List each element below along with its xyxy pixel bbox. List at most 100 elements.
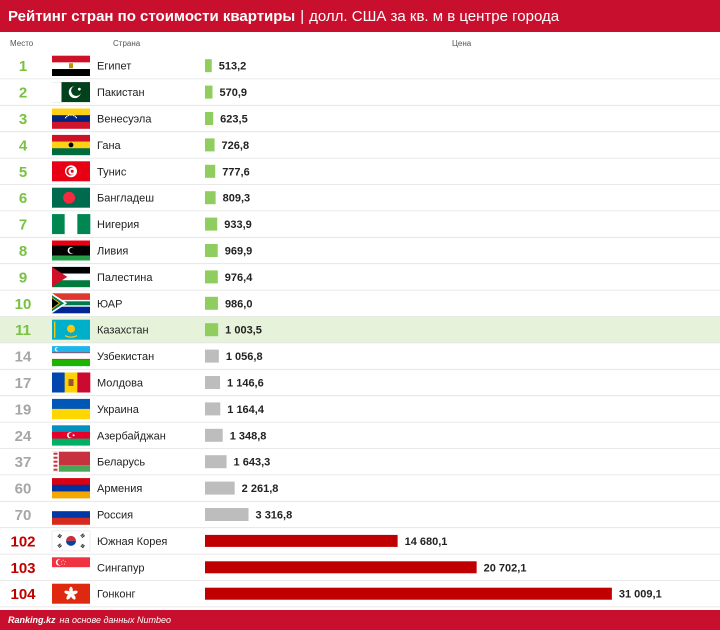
value-label: 1 056,8 bbox=[226, 351, 263, 363]
venezuela-flag bbox=[52, 108, 90, 129]
column-header-price: Цена bbox=[452, 39, 472, 48]
column-header-country: Страна bbox=[113, 39, 141, 48]
country-label: Молдова bbox=[97, 378, 144, 390]
country-label: Египет bbox=[97, 61, 131, 73]
rank-label: 37 bbox=[15, 454, 32, 471]
rank-label: 17 bbox=[15, 375, 32, 392]
value-label: 623,5 bbox=[220, 114, 248, 126]
footer-brand: Ranking.kz bbox=[8, 615, 56, 625]
country-label: Беларусь bbox=[97, 457, 145, 469]
rank-label: 8 bbox=[19, 243, 27, 260]
country-label: ЮАР bbox=[97, 298, 122, 310]
rank-label: 24 bbox=[15, 428, 32, 445]
value-label: 777,6 bbox=[222, 166, 250, 178]
country-label: Тунис bbox=[97, 166, 127, 178]
value-label: 969,9 bbox=[225, 246, 253, 258]
table-row: 10 ЮАР 986,0 bbox=[0, 289, 720, 314]
value-label: 3 316,8 bbox=[256, 510, 293, 522]
chart-footer: Ranking.kz на основе данных Numbeo bbox=[0, 610, 720, 630]
libya-flag bbox=[52, 240, 90, 261]
title-separator: | bbox=[300, 7, 305, 25]
uzbekistan-flag bbox=[52, 346, 90, 367]
country-label: Палестина bbox=[97, 272, 153, 284]
table-row: 102 Южная Корея 14 680,1 bbox=[0, 527, 720, 552]
bar bbox=[205, 455, 227, 469]
pakistan-flag bbox=[52, 82, 90, 103]
table-row: 3 Венесуэла 623,5 bbox=[0, 104, 720, 129]
table-row: 104 Гонконг 31 009,1 bbox=[0, 580, 720, 604]
value-label: 570,9 bbox=[219, 87, 247, 99]
country-label: Казахстан bbox=[97, 325, 149, 337]
value-label: 20 702,1 bbox=[484, 562, 527, 574]
rank-label: 4 bbox=[19, 137, 28, 154]
table-row: 5 Тунис 777,6 bbox=[0, 157, 720, 182]
country-label: Россия bbox=[97, 510, 133, 522]
belarus-flag bbox=[52, 451, 90, 472]
country-label: Азербайджан bbox=[97, 430, 166, 442]
rank-label: 14 bbox=[15, 349, 32, 366]
value-label: 726,8 bbox=[222, 140, 250, 152]
rank-label: 104 bbox=[10, 586, 36, 603]
rank-label: 19 bbox=[15, 401, 32, 418]
bar bbox=[205, 481, 235, 495]
rank-label: 102 bbox=[10, 533, 35, 550]
kazakhstan-flag bbox=[52, 319, 90, 340]
table-row: 60 Армения 2 261,8 bbox=[0, 474, 720, 499]
bangladesh-flag bbox=[52, 187, 90, 208]
rank-label: 10 bbox=[15, 296, 32, 313]
ukraine-flag bbox=[52, 398, 90, 420]
bar bbox=[205, 112, 214, 125]
country-label: Бангладеш bbox=[97, 193, 154, 205]
value-label: 986,0 bbox=[225, 298, 253, 310]
value-label: 513,2 bbox=[219, 61, 247, 73]
table-row: 103 Сингапур 20 702,1 bbox=[0, 553, 720, 578]
value-label: 31 009,1 bbox=[619, 589, 662, 601]
bar bbox=[205, 85, 213, 99]
value-label: 1 348,8 bbox=[230, 430, 267, 442]
south-africa-flag bbox=[52, 293, 90, 314]
country-label: Ливия bbox=[97, 246, 128, 258]
table-row: 9 Палестина 976,4 bbox=[0, 263, 720, 288]
table-row: 70 Россия 3 316,8 bbox=[0, 500, 720, 525]
value-label: 933,9 bbox=[224, 219, 252, 231]
table-row: 19 Украина 1 164,4 bbox=[0, 395, 720, 420]
value-label: 1 643,3 bbox=[234, 457, 271, 469]
rank-label: 70 bbox=[15, 507, 32, 524]
value-label: 2 261,8 bbox=[242, 483, 279, 495]
table-row: 17 Молдова 1 146,6 bbox=[0, 368, 720, 393]
bar bbox=[205, 217, 218, 231]
nigeria-flag bbox=[52, 214, 91, 235]
footer-source: на основе данных Numbeo bbox=[59, 615, 171, 625]
rank-label: 6 bbox=[19, 190, 27, 207]
table-row: 11 Казахстан 1 003,5 bbox=[0, 316, 720, 343]
ghana-flag bbox=[52, 134, 90, 156]
table-row: 37 Беларусь 1 643,3 bbox=[0, 448, 720, 472]
table-row: 8 Ливия 969,9 bbox=[0, 236, 720, 261]
table-row: 6 Бангладеш 809,3 bbox=[0, 184, 720, 208]
armenia-flag bbox=[52, 478, 90, 499]
value-label: 1 164,4 bbox=[227, 404, 265, 416]
bar bbox=[205, 376, 221, 389]
bar bbox=[205, 296, 218, 310]
bar bbox=[205, 270, 218, 284]
bar bbox=[205, 244, 218, 257]
bar bbox=[205, 164, 216, 178]
rank-label: 9 bbox=[19, 269, 27, 286]
value-label: 976,4 bbox=[225, 272, 253, 284]
bar bbox=[205, 587, 612, 600]
country-label: Узбекистан bbox=[97, 351, 154, 363]
rank-label: 5 bbox=[19, 164, 27, 181]
palestine-flag bbox=[52, 266, 90, 288]
country-label: Сингапур bbox=[97, 562, 145, 574]
table-row: 1 Египет 513,2 bbox=[19, 55, 247, 76]
bar bbox=[205, 59, 212, 73]
bar bbox=[205, 561, 477, 574]
country-label: Украина bbox=[97, 404, 140, 416]
country-label: Нигерия bbox=[97, 219, 139, 231]
country-label: Южная Корея bbox=[97, 536, 167, 548]
bar bbox=[205, 428, 223, 442]
rank-label: 2 bbox=[19, 85, 27, 102]
rank-label: 11 bbox=[15, 322, 31, 339]
rank-label: 3 bbox=[19, 111, 27, 128]
column-header-rank: Место bbox=[10, 39, 34, 48]
